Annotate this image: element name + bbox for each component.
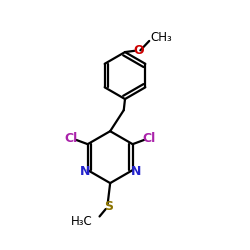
Text: Cl: Cl (143, 132, 156, 145)
Text: Cl: Cl (64, 132, 78, 145)
Text: N: N (80, 165, 90, 178)
Text: O: O (133, 44, 144, 57)
Text: CH₃: CH₃ (151, 32, 172, 44)
Text: N: N (130, 165, 141, 178)
Text: S: S (104, 200, 113, 213)
Text: H₃C: H₃C (71, 215, 93, 228)
